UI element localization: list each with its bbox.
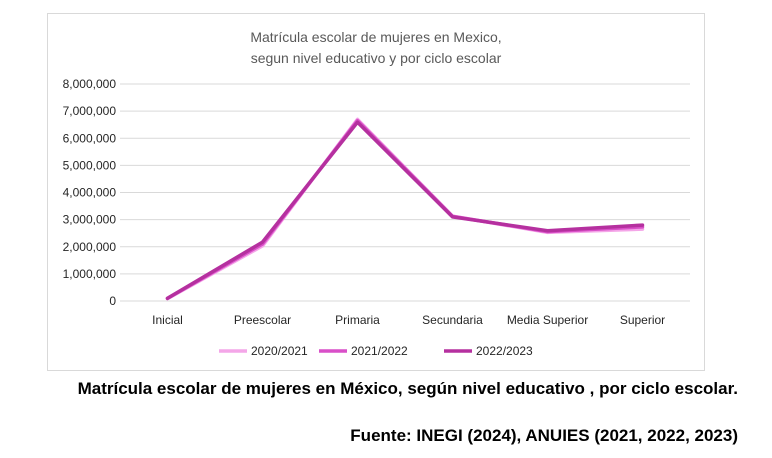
y-tick-label: 6,000,000: [63, 131, 117, 145]
y-tick-label: 1,000,000: [63, 267, 117, 281]
y-axis: 0 1,000,000 2,000,000 3,000,000 4,000,000 5,0…: [63, 77, 117, 308]
x-axis: Inicial Preescolar Primaria Secundaria Media…: [152, 313, 665, 327]
y-tick-label: 8,000,000: [63, 77, 117, 91]
y-tick-label: 7,000,000: [63, 104, 117, 118]
x-tick-label: Preescolar: [234, 313, 291, 327]
chart-title: Matrícula escolar de mujeres en Mexico, s…: [250, 29, 501, 66]
series-line-2021-2022: [165, 118, 645, 301]
figure-caption-title: Matrícula escolar de mujeres en México, …: [77, 379, 738, 398]
series-line-2022-2023: [165, 120, 645, 301]
y-tick-label: 5,000,000: [63, 158, 117, 172]
chart-gridlines: [120, 83, 690, 302]
y-tick-label: 3,000,000: [63, 213, 117, 227]
y-tick-label: 0: [109, 294, 116, 308]
figure-caption-source: Fuente: INEGI (2024), ANUIES (2021, 2022…: [350, 426, 738, 445]
x-tick-label: Superior: [620, 313, 665, 327]
y-tick-label: 4,000,000: [63, 186, 117, 200]
y-tick-label: 2,000,000: [63, 240, 117, 254]
legend-label: 2020/2021: [251, 344, 308, 358]
series-line-2020-2021: [165, 117, 645, 301]
legend-label: 2021/2022: [351, 344, 408, 358]
x-tick-label: Primaria: [335, 313, 380, 327]
legend-label: 2022/2023: [476, 344, 533, 358]
x-tick-label: Media Superior: [507, 313, 588, 327]
series-lines: [165, 117, 645, 301]
chart-legend: 2020/2021 2021/2022 2022/2023: [219, 344, 533, 358]
x-tick-label: Secundaria: [422, 313, 483, 327]
chart-title-line: segun nivel educativo y por ciclo escola…: [251, 50, 502, 66]
x-tick-label: Inicial: [152, 313, 183, 327]
line-chart: Matrícula escolar de mujeres en Mexico, s…: [63, 29, 690, 358]
chart-title-line: Matrícula escolar de mujeres en Mexico,: [250, 29, 501, 45]
